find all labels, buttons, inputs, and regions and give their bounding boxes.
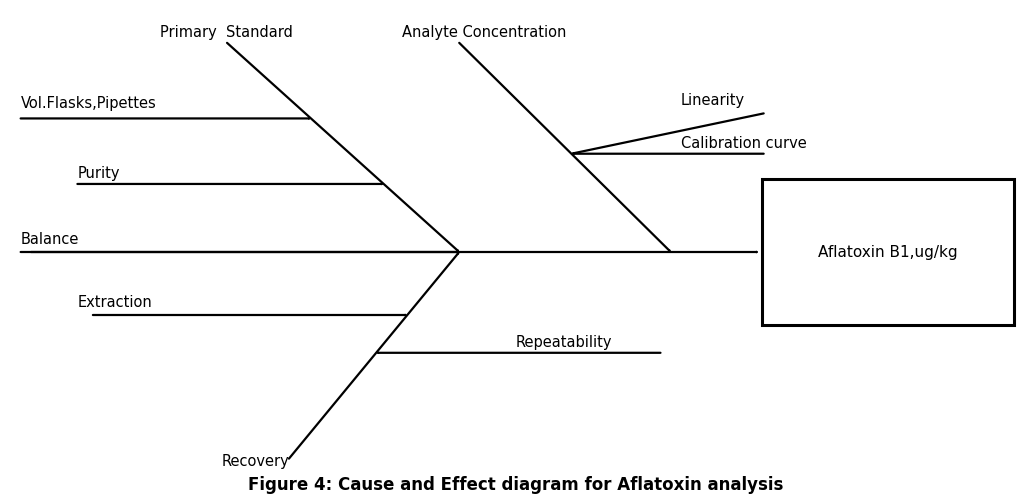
Text: Recovery: Recovery [222, 454, 290, 469]
Text: Calibration curve: Calibration curve [681, 136, 807, 151]
FancyBboxPatch shape [762, 179, 1014, 325]
Text: Linearity: Linearity [681, 93, 745, 108]
Text: Aflatoxin B1,ug/kg: Aflatoxin B1,ug/kg [818, 244, 958, 260]
Text: Extraction: Extraction [77, 295, 152, 310]
Text: Figure 4: Cause and Effect diagram for Aflatoxin analysis: Figure 4: Cause and Effect diagram for A… [249, 476, 783, 494]
Text: Primary  Standard: Primary Standard [160, 25, 293, 40]
Text: Balance: Balance [21, 232, 79, 247]
Text: Analyte Concentration: Analyte Concentration [402, 25, 567, 40]
Text: Vol.Flasks,Pipettes: Vol.Flasks,Pipettes [21, 96, 157, 111]
Text: Purity: Purity [77, 166, 120, 181]
Text: Repeatability: Repeatability [516, 335, 613, 350]
